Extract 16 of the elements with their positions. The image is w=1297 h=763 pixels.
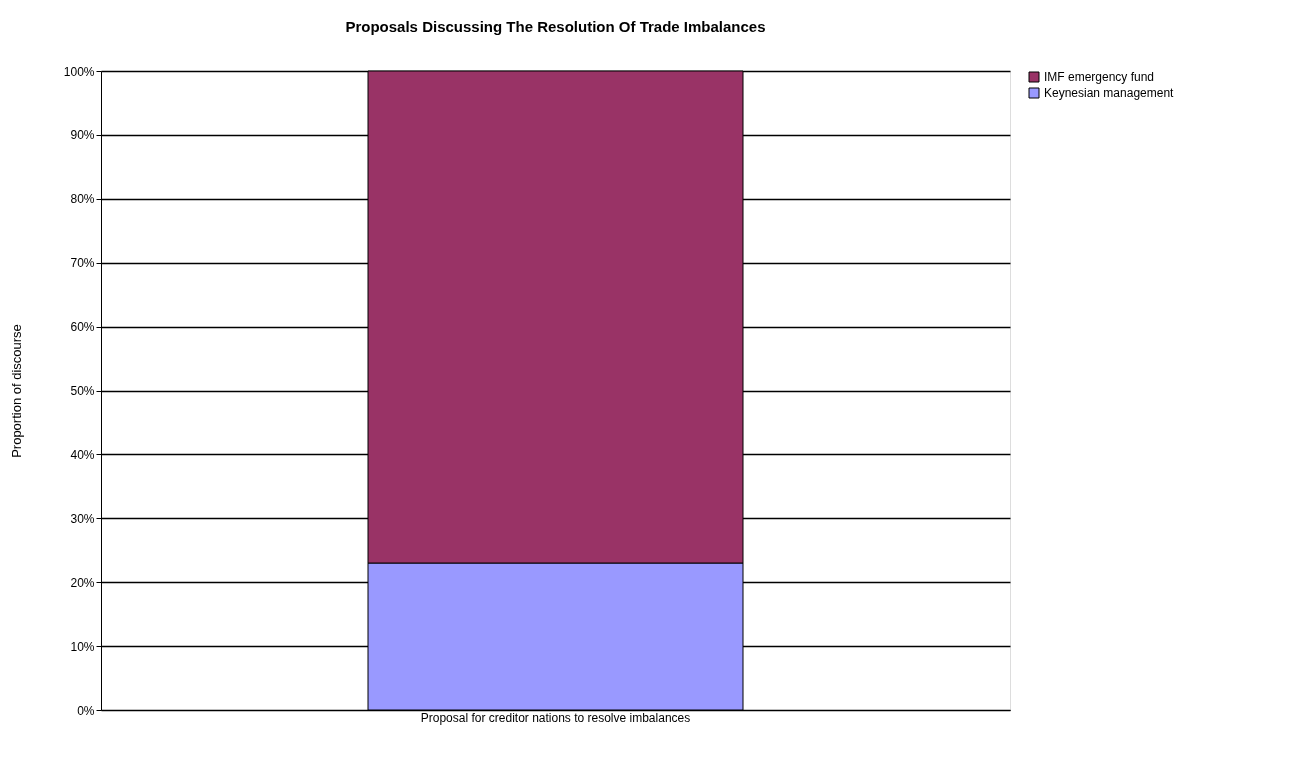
y-tick-label: 30%	[70, 511, 95, 526]
x-tick-label: Proposal for creditor nations to resolve imbalances	[420, 710, 691, 725]
y-tick-label: 100%	[63, 64, 95, 79]
y-tick-label: 80%	[70, 192, 95, 207]
legend-label: IMF emergency fund	[1044, 70, 1155, 84]
y-axis-title: Proportion of discourse	[8, 324, 24, 458]
y-tick-label: 0%	[77, 703, 95, 718]
chart-title: Proposals Discussing The Resolution Of Trade Imbalances	[345, 18, 766, 35]
y-tick-label: 40%	[70, 447, 95, 462]
y-tick-label: 70%	[70, 256, 95, 271]
y-tick-label: 10%	[70, 639, 95, 654]
legend-label: Keynesian management	[1044, 86, 1175, 100]
y-tick-label: 50%	[70, 384, 95, 398]
y-tick-label: 60%	[70, 320, 95, 335]
y-tick-label: 90%	[70, 128, 95, 143]
y-tick-label: 20%	[70, 575, 95, 590]
